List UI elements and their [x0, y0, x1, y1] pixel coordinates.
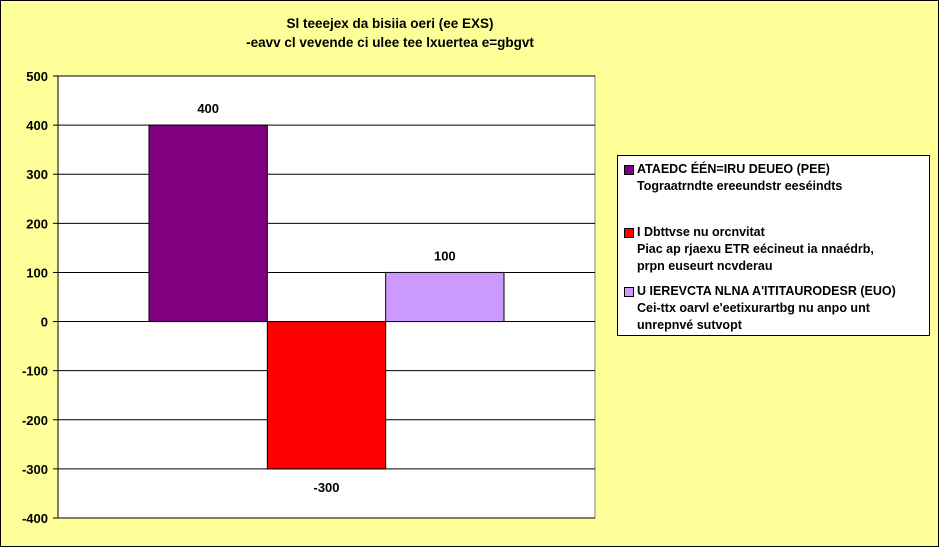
legend-series-name: I Dbttvse nu orcnvitat: [637, 225, 765, 239]
legend-series-description: prpn euseurt ncvderau: [637, 259, 773, 273]
y-tick-label: 400: [26, 118, 48, 133]
legend-series-description: Cei-ttx oarvl e'eetixurartbg nu anpo unt: [637, 301, 870, 315]
y-tick-label: 200: [26, 216, 48, 231]
legend-series-name: U IEREVCTA NLNA A'ITITAURODESR (EUO): [637, 284, 896, 298]
legend-series-name: ATAEDC ÉÉN=IRU DEUEO (PEE): [637, 162, 830, 176]
data-label: 100: [434, 248, 456, 263]
chart-title-line-2: -eavv cl vevende ci ulee tee lxuertea e=…: [246, 35, 534, 50]
y-axis: 500 400 300 200 100 0 -100 -200 -300 -400: [22, 69, 59, 526]
legend-item: ATAEDC ÉÉN=IRU DEUEO (PEE) Tograatrndte …: [624, 161, 924, 195]
bar: [266, 321, 387, 470]
legend-swatch: [624, 228, 634, 238]
legend-series-description: Tograatrndte ereeundstr eeséindts: [637, 179, 843, 193]
y-tick-label: 300: [26, 167, 48, 182]
legend: ATAEDC ÉÉN=IRU DEUEO (PEE) Tograatrndte …: [617, 155, 930, 336]
bars: [148, 124, 505, 470]
y-tick-label: -200: [22, 413, 48, 428]
chart-title-line-1: Sl teeejex da bisiia oeri (ee EXS): [286, 16, 494, 31]
legend-swatch: [624, 165, 634, 175]
y-tick-label: 500: [26, 69, 48, 84]
bar: [385, 271, 505, 323]
legend-series-description: Piac ap rjaexu ETR eécineut ia nnaédrb,: [637, 242, 874, 256]
y-tick-label: 0: [41, 315, 48, 330]
bar: [148, 124, 268, 323]
y-tick-label: -100: [22, 364, 48, 379]
y-tick-label: 100: [26, 265, 48, 280]
data-label: -300: [313, 480, 339, 495]
data-label: 400: [197, 101, 219, 116]
data-labels: 400 -300 100: [197, 101, 455, 495]
y-tick-label: -300: [22, 462, 48, 477]
legend-item: U IEREVCTA NLNA A'ITITAURODESR (EUO) Cei…: [624, 283, 924, 334]
legend-item: I Dbttvse nu orcnvitat Piac ap rjaexu ET…: [624, 224, 924, 275]
chart-title: Sl teeejex da bisiia oeri (ee EXS) -eavv…: [100, 14, 680, 52]
y-tick-label: -400: [22, 511, 48, 526]
legend-swatch: [624, 287, 634, 297]
legend-series-description: unrepnvé sutvopt: [637, 318, 742, 332]
